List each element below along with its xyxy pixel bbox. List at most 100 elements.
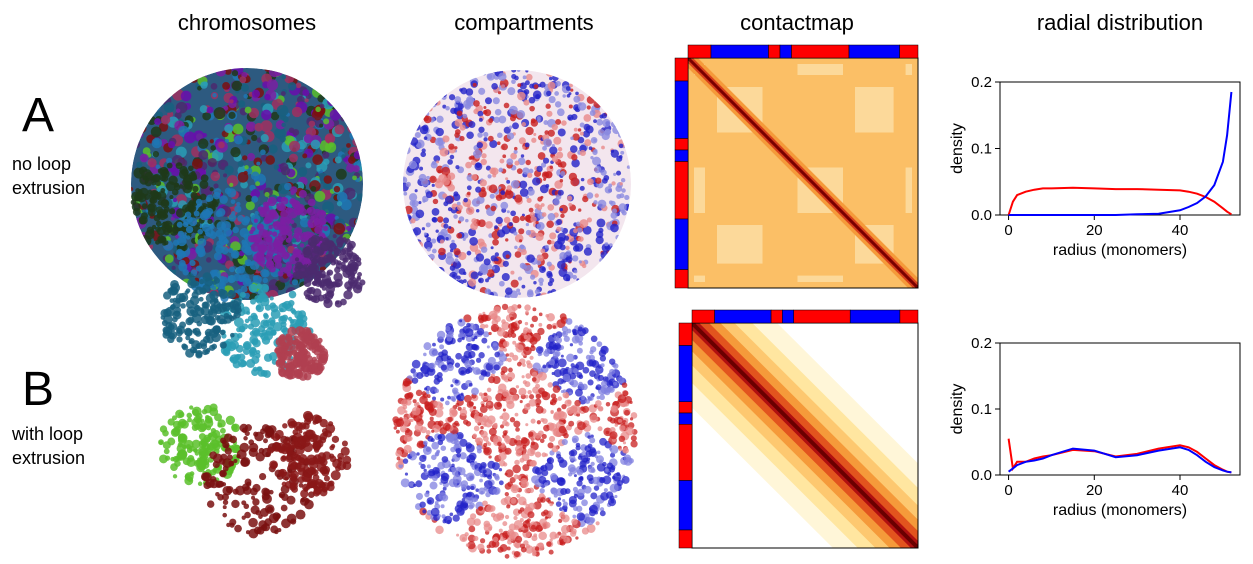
strand [474,461,478,465]
strand [442,456,449,463]
strand [259,251,264,256]
strand [394,426,397,429]
strand [415,255,423,263]
strand [562,331,568,337]
strand [479,265,488,274]
strand [480,462,487,469]
strand [510,210,516,216]
strand [618,132,624,138]
strand [240,360,247,367]
strand [473,406,476,409]
strand [416,390,423,397]
strand [302,89,309,96]
strand [527,198,532,203]
strand [317,365,323,371]
strand [260,149,266,155]
strand [520,507,525,512]
strand [481,315,487,321]
strand [396,418,404,426]
strand [416,241,423,248]
strand [198,482,202,486]
strand [584,248,592,256]
strand [426,430,431,435]
strand [524,381,530,387]
strand [604,242,608,246]
strand [555,81,561,87]
strand [135,261,140,266]
strand [397,457,401,461]
strand [440,148,449,157]
strand [415,189,418,192]
strand [548,442,554,448]
strand [426,73,430,77]
strand [599,114,603,118]
strand [596,75,605,84]
strand [580,73,585,78]
strand [597,283,602,288]
strand [410,121,416,127]
strand [509,106,518,115]
strand [624,410,630,416]
strand [302,71,308,77]
strand [229,183,233,187]
strand [238,172,249,183]
strand [464,360,472,368]
strand [161,170,169,178]
strand [435,501,439,505]
strand [445,435,450,440]
strand [493,97,500,104]
strand [595,275,599,279]
column-header: radial distribution [1037,10,1203,35]
strand [517,83,521,87]
strand [233,274,241,282]
strand [266,237,272,243]
strand [201,472,210,481]
strand [354,105,361,112]
strand [228,290,233,295]
strand [190,277,195,282]
strand [328,421,333,426]
strand [438,174,447,183]
strand [575,92,579,96]
strand [466,206,474,214]
strand [147,78,158,89]
strand [430,482,438,490]
strand [140,247,146,253]
strand [559,252,566,259]
strand [620,97,626,103]
strand [530,212,535,217]
strand [627,294,630,297]
strand [510,484,519,493]
strand [572,329,576,333]
strand [589,509,596,516]
strand [562,439,568,445]
strand [597,341,603,347]
strand [190,347,197,354]
strand [165,254,174,263]
strand [587,178,594,185]
strand [313,247,320,254]
strand [485,278,489,282]
strand [243,436,248,441]
strand [574,474,577,477]
strand [596,119,603,126]
strand [404,95,408,99]
strand [570,343,573,346]
strand [443,217,449,223]
strand [282,197,286,201]
strand [486,505,493,512]
strand [511,333,516,338]
strand [436,229,439,232]
strand [417,80,425,88]
strand [558,457,564,463]
strand [167,83,173,89]
strand [624,454,632,462]
strand [503,341,509,347]
strand [503,261,509,267]
strand [515,413,519,417]
strand [601,83,608,90]
strand [173,198,177,202]
strand [542,452,547,457]
strand [323,159,329,165]
strand [236,202,240,206]
